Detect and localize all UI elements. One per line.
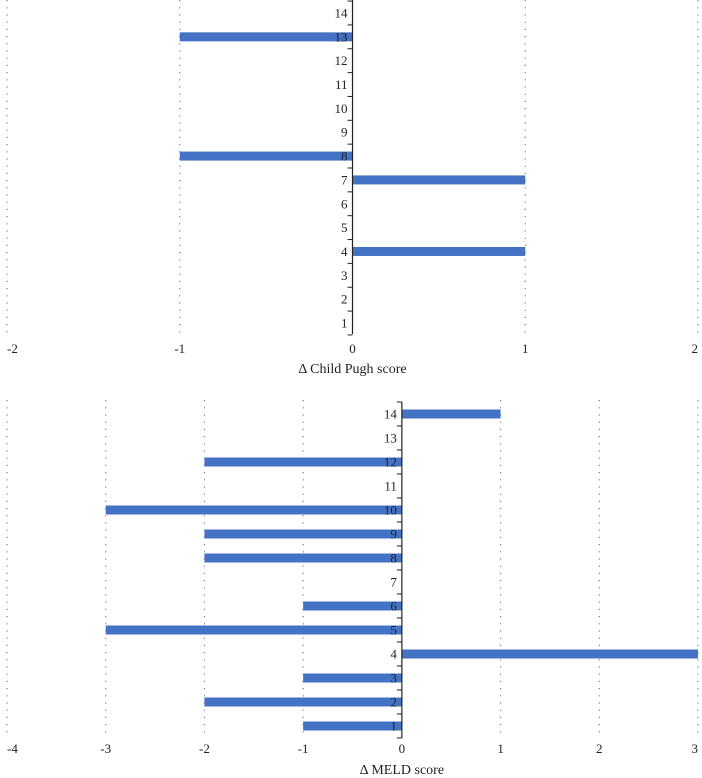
category-tick-label: 3 bbox=[341, 268, 348, 283]
category-tick-label: 14 bbox=[335, 6, 349, 21]
category-tick-label: 8 bbox=[341, 149, 348, 164]
x-tick-label: 1 bbox=[522, 341, 529, 356]
bar bbox=[204, 553, 402, 563]
x-tick-label: 1 bbox=[497, 741, 504, 756]
category-tick-label: 2 bbox=[341, 292, 348, 307]
category-tick-label: 7 bbox=[341, 172, 348, 187]
category-tick-label: 4 bbox=[341, 244, 348, 259]
category-tick-label: 9 bbox=[341, 125, 348, 140]
category-tick-label: 7 bbox=[390, 575, 397, 590]
category-tick-label: 2 bbox=[390, 695, 397, 710]
bar bbox=[303, 601, 402, 611]
category-tick-label: 9 bbox=[390, 527, 397, 542]
x-tick-label: -4 bbox=[7, 741, 18, 756]
x-tick-label: 0 bbox=[399, 741, 406, 756]
x-tick-label: -2 bbox=[199, 741, 210, 756]
bar bbox=[352, 246, 526, 256]
category-tick-label: 12 bbox=[384, 455, 397, 470]
category-tick-label: 12 bbox=[335, 53, 348, 68]
bar bbox=[204, 697, 402, 707]
bar bbox=[179, 151, 353, 161]
bar bbox=[303, 721, 402, 731]
x-tick-label: 0 bbox=[349, 341, 356, 356]
x-tick-label: 2 bbox=[596, 741, 603, 756]
category-tick-label: 8 bbox=[390, 551, 397, 566]
x-tick-label: 2 bbox=[692, 341, 699, 356]
category-tick-label: 1 bbox=[390, 719, 397, 734]
category-tick-label: 1 bbox=[341, 316, 348, 331]
category-tick-label: 6 bbox=[390, 599, 397, 614]
category-tick-label: 14 bbox=[384, 407, 398, 422]
category-tick-label: 6 bbox=[341, 196, 348, 211]
category-tick-label: 11 bbox=[384, 479, 397, 494]
x-tick-label: -2 bbox=[7, 341, 18, 356]
category-tick-label: 11 bbox=[335, 77, 348, 92]
bar bbox=[105, 625, 402, 635]
bar bbox=[179, 32, 353, 42]
bar bbox=[204, 529, 402, 539]
x-tick-label: -3 bbox=[100, 741, 111, 756]
bar bbox=[352, 175, 526, 185]
bar bbox=[401, 649, 698, 659]
bar bbox=[401, 409, 501, 419]
bar bbox=[105, 505, 402, 515]
x-axis-label: Δ MELD score bbox=[360, 763, 444, 778]
category-tick-label: 13 bbox=[384, 431, 397, 446]
category-tick-label: 5 bbox=[390, 623, 397, 638]
x-axis-label: Δ Child Pugh score bbox=[298, 362, 406, 377]
category-tick-label: 5 bbox=[341, 220, 348, 235]
category-tick-label: 10 bbox=[335, 101, 348, 116]
category-tick-label: 10 bbox=[384, 503, 397, 518]
category-tick-label: 3 bbox=[390, 671, 397, 686]
category-tick-label: 13 bbox=[335, 29, 348, 44]
x-tick-label: -1 bbox=[298, 741, 309, 756]
bar bbox=[303, 673, 402, 683]
category-tick-label: 4 bbox=[390, 647, 397, 662]
x-tick-label: -1 bbox=[174, 341, 185, 356]
x-tick-label: 3 bbox=[692, 741, 699, 756]
bar bbox=[204, 457, 402, 467]
